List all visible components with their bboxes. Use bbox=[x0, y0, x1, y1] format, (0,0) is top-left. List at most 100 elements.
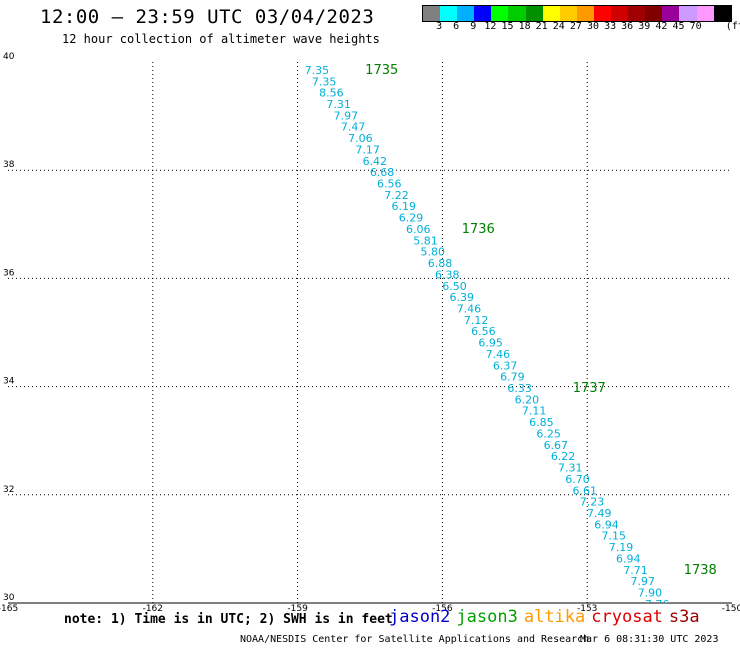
x-tick-label: -162 bbox=[143, 604, 163, 614]
swh-point-label: 6.94 bbox=[594, 518, 619, 531]
colorbar-swatch bbox=[457, 6, 475, 21]
satellite-legend: jason2 jason3 altika cryosat s3a bbox=[389, 607, 706, 627]
pass-time-label: 1735 bbox=[365, 63, 398, 78]
colorbar-label: 45 bbox=[672, 21, 685, 32]
swh-point-label: 7.46 bbox=[457, 302, 482, 315]
y-tick-label: 36 bbox=[3, 268, 15, 278]
swh-point-label: 6.25 bbox=[536, 427, 561, 440]
swh-point-label: 6.88 bbox=[428, 257, 453, 270]
swh-point-label: 6.95 bbox=[478, 337, 503, 350]
swh-point-label: 6.56 bbox=[377, 178, 402, 191]
generated-timestamp: Mar 6 08:31:30 UTC 2023 bbox=[580, 634, 719, 645]
colorbar-swatch bbox=[611, 6, 629, 21]
swh-point-label: 7.97 bbox=[630, 575, 655, 588]
swh-point-label: 6.29 bbox=[399, 212, 424, 225]
colorbar-swatch bbox=[662, 6, 680, 21]
colorbar-swatch bbox=[713, 6, 731, 21]
swh-point-label: 6.94 bbox=[616, 552, 641, 565]
colorbar-label: 12 bbox=[484, 21, 497, 32]
swh-point-label: 6.79 bbox=[500, 371, 525, 384]
colorbar-label: 15 bbox=[501, 21, 514, 32]
swh-point-label: 7.47 bbox=[341, 121, 366, 134]
swh-point-label: 7.22 bbox=[384, 189, 409, 202]
swh-point-label: 6.61 bbox=[573, 484, 598, 497]
y-tick-label: 38 bbox=[3, 160, 15, 170]
swh-point-label: 6.19 bbox=[392, 200, 417, 213]
colorbar-unit: (ft) bbox=[725, 21, 740, 32]
swh-point-label: 6.20 bbox=[515, 393, 540, 406]
colorbar-label: 39 bbox=[638, 21, 651, 32]
legend-item-cryosat: cryosat bbox=[591, 607, 663, 627]
colorbar-swatch bbox=[542, 6, 560, 21]
swh-point-label: 7.06 bbox=[348, 132, 373, 145]
colorbar-label: 21 bbox=[535, 21, 548, 32]
colorbar-label: 30 bbox=[586, 21, 600, 32]
x-tick-label: -150 bbox=[722, 604, 740, 614]
swh-point-label: 7.15 bbox=[601, 530, 626, 543]
swh-point-label: 6.85 bbox=[529, 416, 554, 429]
colorbar-label: 24 bbox=[552, 21, 565, 32]
colorbar-label: 70 bbox=[689, 21, 702, 32]
colorbar-swatch bbox=[559, 6, 577, 21]
legend-item-s3a: s3a bbox=[668, 607, 700, 627]
swh-point-label: 7.23 bbox=[580, 496, 605, 509]
swh-point-label: 7.49 bbox=[587, 507, 612, 520]
swh-point-label: 7.17 bbox=[355, 143, 380, 156]
swh-point-label: 7.35 bbox=[312, 75, 337, 88]
wave-height-colorbar bbox=[422, 5, 732, 22]
colorbar-label: 3 bbox=[436, 21, 443, 32]
x-tick-label: -159 bbox=[287, 604, 308, 614]
colorbar-swatch bbox=[645, 6, 663, 21]
track-points-group: 7.357.358.567.317.977.477.067.176.426.68… bbox=[305, 64, 670, 611]
units-note: note: 1) Time is in UTC; 2) SWH is in fe… bbox=[64, 612, 393, 627]
swh-point-label: 6.67 bbox=[544, 439, 569, 452]
swh-point-label: 6.33 bbox=[507, 382, 532, 395]
swh-point-label: 7.31 bbox=[326, 98, 351, 111]
swh-point-label: 7.12 bbox=[464, 314, 489, 327]
swh-point-label: 6.38 bbox=[435, 268, 460, 281]
credit-text: NOAA/NESDIS Center for Satellite Applica… bbox=[240, 634, 590, 645]
pass-time-label: 1738 bbox=[684, 563, 717, 578]
swh-point-label: 6.70 bbox=[565, 473, 590, 486]
colorbar-label: 42 bbox=[655, 21, 668, 32]
swh-point-label: 6.37 bbox=[493, 359, 518, 372]
colorbar-label: 33 bbox=[604, 21, 617, 32]
colorbar-label: 36 bbox=[621, 21, 634, 32]
swh-point-label: 7.11 bbox=[522, 405, 547, 418]
swh-point-label: 6.50 bbox=[442, 280, 467, 293]
colorbar-swatch bbox=[628, 6, 646, 21]
swh-point-label: 7.76 bbox=[645, 598, 670, 611]
x-tick-label: -156 bbox=[432, 604, 453, 614]
swh-point-label: 6.68 bbox=[370, 166, 395, 179]
swh-point-label: 7.46 bbox=[486, 348, 511, 361]
x-tick-label: -153 bbox=[577, 604, 597, 614]
colorbar-label: 18 bbox=[518, 21, 531, 32]
colorbar-swatch bbox=[491, 6, 509, 21]
swh-point-label: 7.31 bbox=[558, 462, 583, 475]
swh-point-label: 7.90 bbox=[638, 587, 663, 600]
colorbar-label: 27 bbox=[569, 21, 582, 32]
x-tick-label: -165 bbox=[0, 604, 18, 614]
y-tick-label: 30 bbox=[3, 593, 15, 603]
colorbar-swatch bbox=[576, 6, 594, 21]
colorbar-swatch bbox=[525, 6, 543, 21]
swh-point-label: 7.97 bbox=[334, 109, 359, 122]
colorbar-swatch bbox=[508, 6, 526, 21]
legend-item-jason2: jason2 bbox=[389, 607, 451, 627]
colorbar-swatch bbox=[696, 6, 714, 21]
colorbar-label: 9 bbox=[470, 21, 477, 32]
swh-point-label: 7.19 bbox=[609, 541, 634, 554]
pass-time-label: 1737 bbox=[573, 381, 606, 396]
swh-point-label: 7.35 bbox=[305, 64, 330, 77]
pass-time-label: 1736 bbox=[462, 222, 495, 237]
swh-point-label: 8.56 bbox=[319, 87, 344, 100]
swh-point-label: 5.80 bbox=[420, 246, 445, 259]
swh-point-label: 6.06 bbox=[406, 223, 431, 236]
swh-point-label: 6.39 bbox=[449, 291, 474, 304]
colorbar-label: 6 bbox=[453, 21, 460, 32]
swh-point-label: 6.42 bbox=[363, 155, 388, 168]
y-tick-label: 32 bbox=[3, 485, 14, 495]
swh-point-label: 7.71 bbox=[623, 564, 648, 577]
